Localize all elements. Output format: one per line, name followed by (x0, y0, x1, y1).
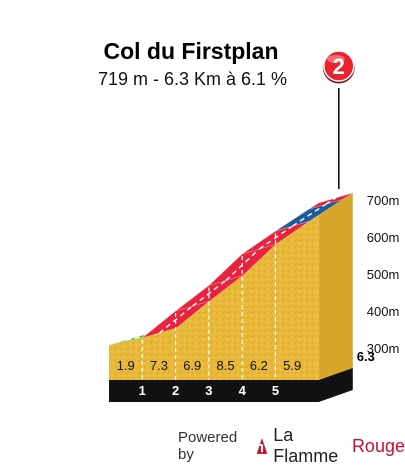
flame-one-logo-icon (256, 438, 268, 454)
x-tick-label: 1 (139, 383, 146, 398)
profile-segment-7 (308, 192, 353, 210)
profile-base (109, 368, 353, 402)
x-tick-label: 2 (172, 383, 179, 398)
brand-name-part1: La Flamme (273, 425, 339, 466)
profile-side-face (318, 192, 353, 380)
y-tick-label: 400m (367, 304, 400, 319)
category-badge-number: 2 (333, 54, 345, 79)
segment-centerline-3 (192, 279, 227, 307)
gradient-label: 6.2 (250, 358, 268, 373)
gradient-label: 6.9 (183, 358, 201, 373)
x-tick-label: 4 (239, 383, 247, 398)
y-tick-label: 300m (367, 341, 400, 356)
y-tick-label: 700m (367, 193, 400, 208)
x-tick-label: 3 (205, 383, 212, 398)
page-title: Col du Firstplan (103, 38, 279, 64)
gradient-label: 7.3 (150, 358, 168, 373)
segment-centerline-6 (292, 203, 327, 227)
gradient-label: 1.9 (117, 358, 135, 373)
y-tick-label: 500m (367, 267, 400, 282)
segment-centerline-5 (258, 225, 293, 250)
segment-centerline-7 (325, 197, 337, 205)
x-tick-label: 5 (272, 383, 279, 398)
category-badge (323, 50, 355, 82)
climb-summary: 719 m - 6.3 Km à 6.1 % (97, 69, 288, 89)
gradient-label: 5.9 (283, 358, 301, 373)
brand-name-part2: Rouge (351, 435, 405, 456)
badge-gloss (326, 55, 345, 63)
segment-centerline-2 (158, 305, 194, 334)
x-end-label: 6.3 (357, 349, 375, 364)
gradient-label: 8.5 (217, 358, 235, 373)
y-tick-label: 600m (367, 230, 400, 245)
powered-by-label: Powered by (178, 429, 238, 463)
footer-attribution: Powered by La Flamme Rouge (178, 425, 405, 466)
